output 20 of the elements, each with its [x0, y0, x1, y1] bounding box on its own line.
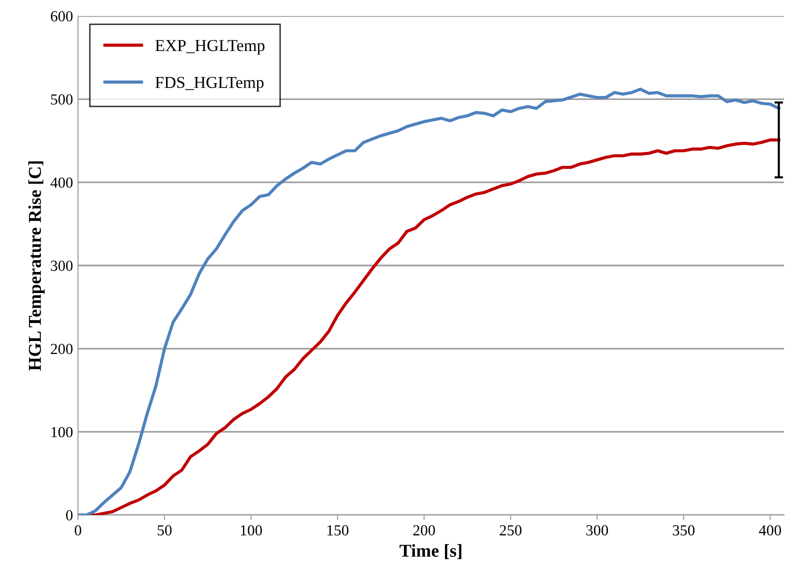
x-tick-label: 200	[413, 525, 435, 536]
y-tick-label: 400	[50, 177, 73, 188]
y-tick-label: 600	[50, 11, 73, 22]
x-tick-label: 300	[586, 525, 608, 536]
x-tick-label: 150	[327, 525, 348, 536]
x-tick-label: 50	[158, 525, 172, 536]
y-tick-label: 0	[66, 510, 73, 520]
legend-label: FDS_HGLTemp	[155, 76, 264, 92]
x-tick-label: 400	[758, 525, 782, 536]
y-tick-label: 500	[51, 94, 73, 105]
x-tick-label: 350	[672, 525, 695, 536]
y-tick-label: 100	[52, 426, 73, 438]
x-tick-label: 100	[240, 525, 262, 536]
y-axis-title: HGL Temperature Rise [C]	[28, 161, 45, 371]
y-tick-label: 200	[50, 344, 73, 354]
x-tick-label: 250	[500, 525, 522, 536]
x-tick-label: 0	[74, 525, 82, 536]
legend-label: EXP_HGLTemp	[155, 40, 264, 55]
y-tick-label: 300	[50, 260, 73, 271]
x-axis-title: Time [s]	[400, 544, 462, 560]
